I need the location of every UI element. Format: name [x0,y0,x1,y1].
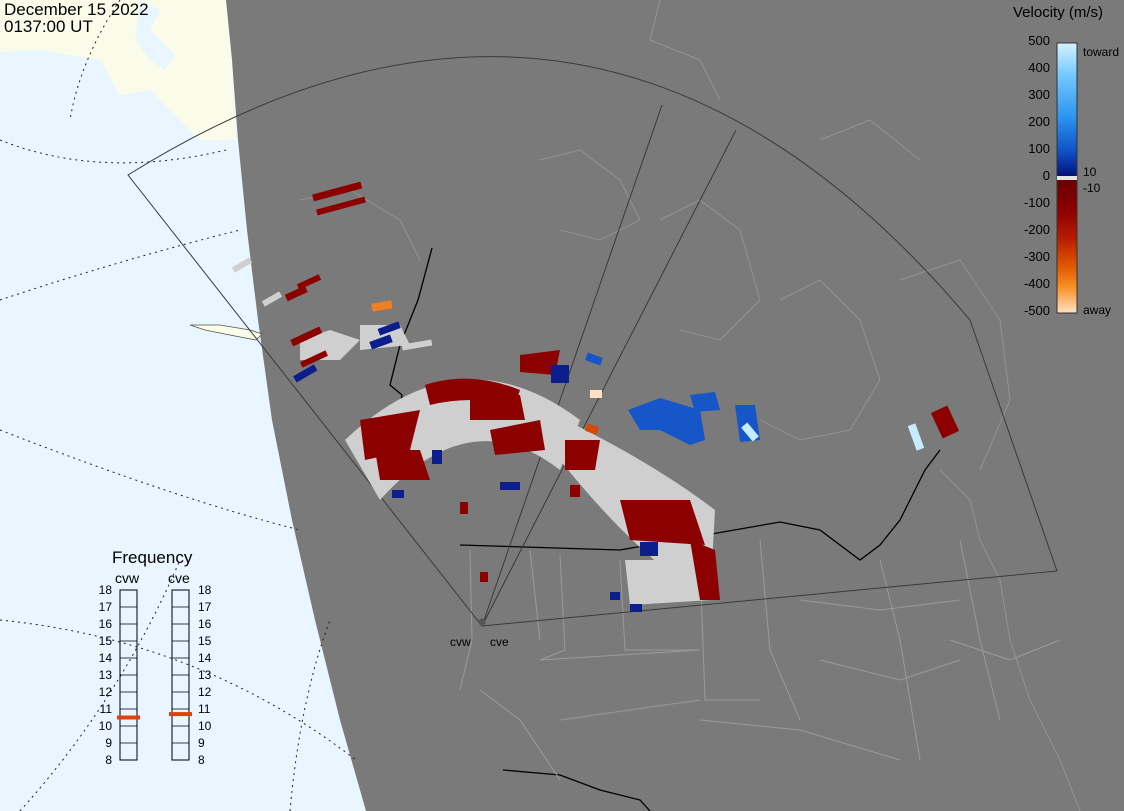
frequency-level-label: 14 [99,651,113,665]
velocity-tick-label: -300 [1023,249,1050,264]
lat-lon-grid [0,0,357,811]
velocity-cells [231,181,960,612]
frequency-level-label: 17 [99,600,113,614]
radar-label-west: cvw [450,635,471,649]
velocity-tick-label: -200 [1023,222,1050,237]
arctic-land [0,0,236,140]
toward-slow-cells [293,321,658,612]
frequency-radar-left-label: cvw [115,570,140,586]
frequency-level-label: 12 [198,685,212,699]
away-velocity-cells [284,181,960,600]
frequency-title: Frequency [112,548,193,567]
frequency-level-label: 18 [198,583,212,597]
velocity-tick-label: -100 [1023,195,1050,210]
frequency-level-label: 12 [99,685,113,699]
velocity-legend-title: Velocity (m/s) [1013,4,1104,21]
threshold-positive-label: 10 [1083,165,1097,179]
frequency-level-label: 10 [99,719,113,733]
frequency-level-label: 13 [198,668,212,682]
velocity-tick-label: 100 [1028,141,1050,156]
state-borders [459,539,1061,781]
coastlines [299,0,1081,811]
velocity-tick-label: -400 [1023,276,1050,291]
time-label: 0137:00 UT [4,17,93,36]
frequency-level-label: 9 [105,736,112,750]
velocity-tick-label: 300 [1028,87,1050,102]
velocity-tick-label: 200 [1028,114,1050,129]
date-label: December 15 2022 [4,0,149,19]
away-label: away [1083,303,1112,317]
radar-label-east: cve [490,635,509,649]
frequency-level-label: 11 [100,702,113,716]
cvw-frequency-gauge: 18 17 16 15 14 13 12 11 10 9 8 [99,583,140,767]
velocity-tick-label: 0 [1042,168,1050,183]
frequency-level-label: 15 [99,634,113,648]
velocity-tick-label: 500 [1028,33,1050,48]
cve-frequency-gauge: 18 17 16 15 14 13 12 11 10 9 8 [169,583,212,767]
frequency-level-label: 8 [105,753,112,767]
frequency-marker [117,715,140,720]
velocity-colorbar [1056,42,1078,314]
toward-label: toward [1083,45,1120,59]
frequency-level-label: 9 [198,736,205,750]
threshold-negative-label: -10 [1083,181,1101,195]
velocity-tick-label: -500 [1023,303,1050,318]
radar-site-marker[interactable] [478,618,486,626]
frequency-radar-right-label: cve [168,570,190,586]
away-fast-cells [371,300,602,435]
frequency-level-label: 14 [198,651,212,665]
velocity-tick-label: 400 [1028,60,1050,75]
frequency-level-label: 15 [198,634,212,648]
frequency-level-label: 8 [198,753,205,767]
frequency-level-label: 13 [99,668,113,682]
frequency-gauges: 18 17 16 15 14 13 12 11 10 9 8 18 17 16 15 14 13 12 11 10 9 8 [99,583,212,767]
frequency-level-label: 11 [198,702,211,716]
frequency-level-label: 10 [198,719,212,733]
land-inlet [135,0,175,70]
frequency-level-label: 17 [198,600,212,614]
radar-field-of-view [127,56,1058,627]
aleutian-islands [189,324,263,341]
frequency-level-label: 18 [99,583,113,597]
frequency-level-label: 16 [198,617,212,631]
toward-max-cells [741,422,925,451]
frequency-marker [169,712,192,717]
frequency-level-label: 16 [99,617,113,631]
